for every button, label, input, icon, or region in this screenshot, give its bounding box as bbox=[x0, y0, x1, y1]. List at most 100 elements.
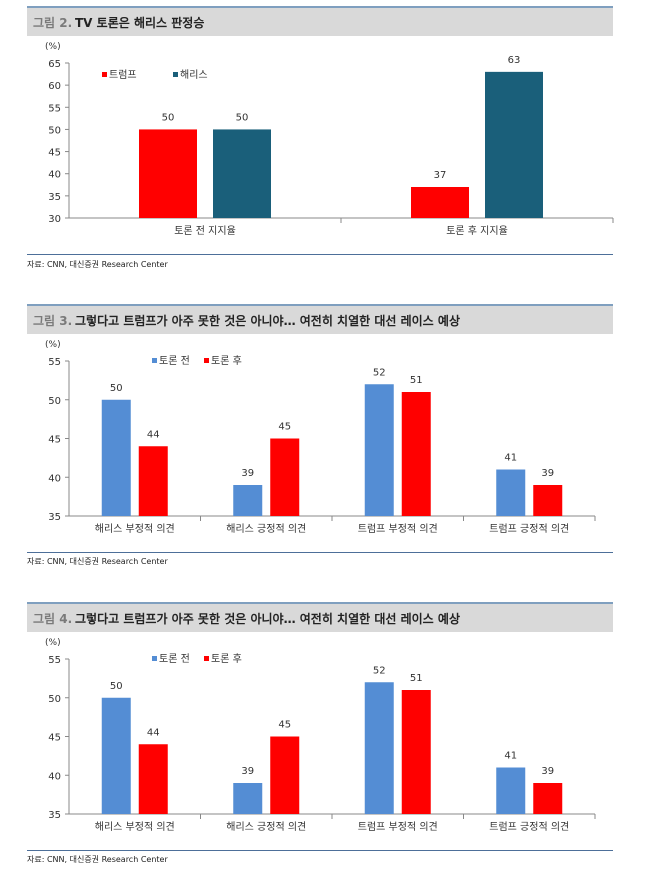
bar bbox=[401, 690, 431, 814]
y-tick-label: 40 bbox=[48, 170, 61, 181]
figure-title: 그렇다고 트럼프가 아주 못한 것은 아니야… 여전히 치열한 대선 레이스 예… bbox=[75, 612, 460, 626]
bar bbox=[533, 485, 563, 516]
unit-label: (%) bbox=[45, 638, 61, 648]
x-tick-label: 해리스 부정적 의견 bbox=[95, 820, 175, 833]
legend-label: 해리스 bbox=[180, 68, 208, 81]
bar bbox=[364, 682, 394, 814]
chart: (%) 30 35 40 45 50 55 60 65 50 50 토론 전 지지율 37 63 토론 후 … bbox=[45, 42, 614, 237]
bar bbox=[101, 697, 131, 814]
y-tick-label: 30 bbox=[48, 214, 61, 225]
legend-label: 토론 전 bbox=[159, 653, 190, 665]
figure-title: TV 토론은 해리스 판정승 bbox=[75, 16, 205, 30]
x-tick-label: 트럼프 긍정적 의견 bbox=[489, 522, 569, 535]
y-tick-label: 50 bbox=[48, 125, 61, 136]
bar bbox=[401, 392, 431, 516]
y-tick-label: 40 bbox=[48, 771, 61, 782]
bar bbox=[364, 384, 394, 516]
legend-swatch bbox=[204, 358, 209, 363]
data-label: 51 bbox=[410, 375, 423, 386]
data-label: 44 bbox=[147, 429, 160, 440]
data-label: 39 bbox=[241, 766, 254, 777]
legend-swatch bbox=[173, 72, 178, 77]
y-tick-label: 35 bbox=[48, 810, 61, 821]
figure-number: 그림 4. bbox=[33, 612, 73, 626]
data-label: 39 bbox=[541, 766, 554, 777]
source-note: 자료: CNN, 대신증권 Research Center bbox=[27, 855, 168, 864]
bar bbox=[233, 783, 263, 814]
figure-number: 그림 2. bbox=[33, 16, 73, 30]
data-label: 50 bbox=[236, 112, 249, 123]
figure-1: 그림 2. TV 토론은 해리스 판정승 (%) 30 35 40 45 50 55 60 65… bbox=[27, 6, 614, 270]
y-tick-label: 35 bbox=[48, 192, 61, 203]
legend-swatch bbox=[204, 656, 209, 661]
bar bbox=[496, 469, 526, 516]
y-tick-label: 60 bbox=[48, 81, 61, 92]
bar bbox=[411, 187, 469, 218]
data-label: 50 bbox=[110, 681, 123, 692]
unit-label: (%) bbox=[45, 340, 61, 350]
legend-label: 토론 후 bbox=[211, 653, 242, 665]
legend-swatch bbox=[152, 358, 157, 363]
y-tick-label: 45 bbox=[48, 148, 61, 159]
figure-header: 그림 2. TV 토론은 해리스 판정승 bbox=[27, 6, 613, 36]
bar bbox=[496, 767, 526, 814]
x-tick-label: 토론 후 지지율 bbox=[446, 225, 508, 237]
figure-header: 그림 3. 그렇다고 트럼프가 아주 못한 것은 아니야… 여전히 치열한 대선… bbox=[27, 304, 613, 334]
data-label: 52 bbox=[373, 665, 386, 676]
y-tick-label: 50 bbox=[48, 396, 61, 407]
legend-swatch bbox=[102, 72, 107, 77]
y-tick-label: 55 bbox=[48, 357, 61, 368]
legend-label: 토론 전 bbox=[159, 355, 190, 367]
y-tick-label: 50 bbox=[48, 694, 61, 705]
bar bbox=[270, 736, 300, 814]
data-label: 41 bbox=[504, 751, 517, 762]
y-tick-label: 40 bbox=[48, 473, 61, 484]
x-tick-label: 트럼프 긍정적 의견 bbox=[489, 820, 569, 833]
data-label: 39 bbox=[241, 468, 254, 479]
x-tick-label: 토론 전 지지율 bbox=[174, 225, 236, 237]
x-tick-label: 해리스 부정적 의견 bbox=[95, 522, 175, 535]
figure-3: 그림 4. 그렇다고 트럼프가 아주 못한 것은 아니야… 여전히 치열한 대선… bbox=[27, 602, 613, 869]
unit-label: (%) bbox=[45, 42, 61, 52]
y-tick-label: 55 bbox=[48, 655, 61, 666]
source-note: 자료: CNN, 대신증권 Research Center bbox=[27, 557, 168, 566]
bar bbox=[533, 783, 563, 814]
data-label: 44 bbox=[147, 727, 160, 738]
bar bbox=[213, 129, 271, 218]
y-tick-label: 35 bbox=[48, 512, 61, 523]
bar bbox=[138, 744, 168, 814]
bar bbox=[270, 438, 300, 516]
figure-header: 그림 4. 그렇다고 트럼프가 아주 못한 것은 아니야… 여전히 치열한 대선… bbox=[27, 602, 613, 632]
bar bbox=[138, 446, 168, 516]
data-label: 39 bbox=[541, 468, 554, 479]
bar bbox=[485, 71, 543, 218]
chart: (%) 35 40 45 50 55 50 44 해리스 부정적 의견 39 45 해리스 긍정적 의… bbox=[45, 340, 596, 535]
data-label: 52 bbox=[373, 367, 386, 378]
data-label: 45 bbox=[278, 422, 291, 433]
y-tick-label: 45 bbox=[48, 435, 61, 446]
data-label: 50 bbox=[110, 383, 123, 394]
source-note: 자료: CNN, 대신증권 Research Center bbox=[27, 260, 168, 269]
y-tick-label: 65 bbox=[48, 59, 61, 70]
figure-title: 그렇다고 트럼프가 아주 못한 것은 아니야… 여전히 치열한 대선 레이스 예… bbox=[75, 314, 460, 328]
bar bbox=[101, 399, 131, 516]
x-tick-label: 트럼프 부정적 의견 bbox=[358, 820, 438, 833]
data-label: 50 bbox=[162, 112, 175, 123]
legend-swatch bbox=[152, 656, 157, 661]
y-tick-label: 55 bbox=[48, 103, 61, 114]
figure-2: 그림 3. 그렇다고 트럼프가 아주 못한 것은 아니야… 여전히 치열한 대선… bbox=[27, 304, 613, 574]
x-tick-label: 해리스 긍정적 의견 bbox=[226, 522, 306, 535]
y-tick-label: 45 bbox=[48, 733, 61, 744]
legend-label: 트럼프 bbox=[109, 68, 137, 81]
figure-number: 그림 3. bbox=[33, 314, 73, 328]
bar bbox=[139, 129, 197, 218]
data-label: 37 bbox=[434, 170, 447, 181]
legend-label: 토론 후 bbox=[211, 355, 242, 367]
x-tick-label: 트럼프 부정적 의견 bbox=[358, 522, 438, 535]
bar bbox=[233, 485, 263, 516]
x-tick-label: 해리스 긍정적 의견 bbox=[226, 820, 306, 833]
data-label: 51 bbox=[410, 673, 423, 684]
chart: (%) 35 40 45 50 55 50 44 해리스 부정적 의견 39 45 해리스 긍정적 의… bbox=[45, 638, 596, 833]
data-label: 41 bbox=[504, 453, 517, 464]
data-label: 45 bbox=[278, 720, 291, 731]
